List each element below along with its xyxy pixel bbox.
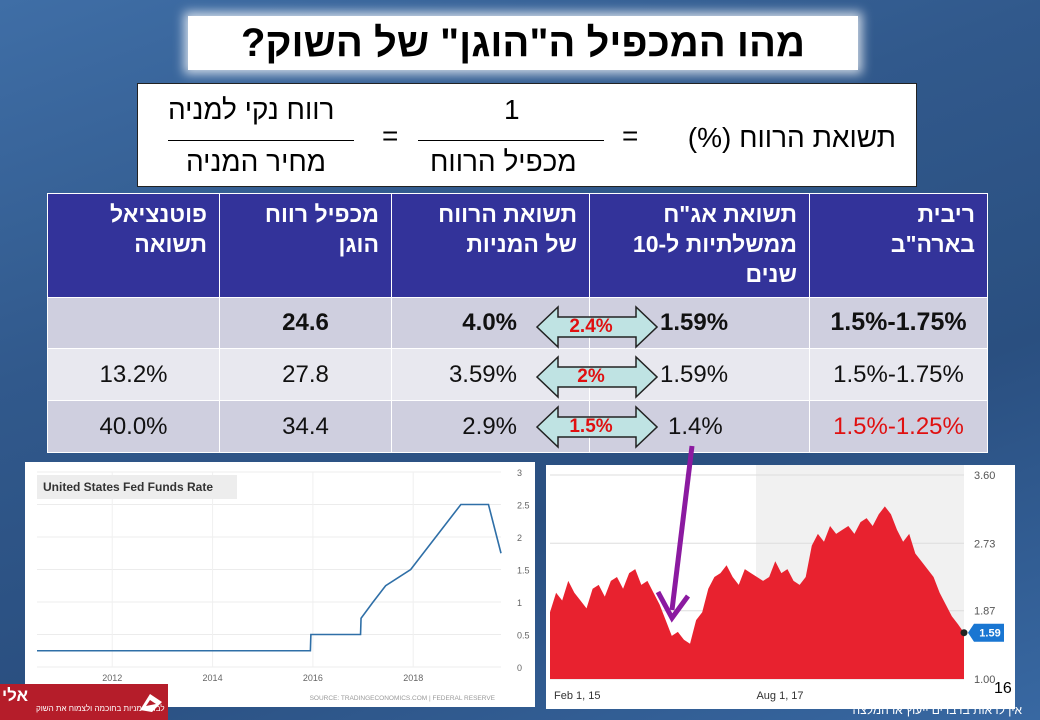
fraction-line-2 — [168, 140, 354, 141]
cell-rate: 1.75%-1.5% — [809, 348, 988, 402]
double-arrow-icon — [536, 355, 658, 399]
logo-subtext: לבחור מניות בחוכמה ולצמוח את השוק — [36, 704, 165, 713]
bond-yield-chart-svg: 3.60 2.73 1.87 1.00 Feb 1, 15 Aug 1, 17 1.59 — [550, 465, 1004, 702]
formula-denominator-2: מחיר המניה — [186, 146, 327, 177]
spread-label: 1.5% — [569, 416, 613, 437]
fed-rate-line — [37, 503, 502, 652]
formula-box: תשואת הרווח (%) = 1 מכפיל הרווח = רווח נ… — [137, 83, 917, 187]
table-row: 1.25%-1.5% 1.4% 2.9% 34.4 40.0% — [47, 400, 988, 453]
table-row: 1.75%-1.5% 1.59% 4.0% 24.6 — [47, 296, 988, 350]
y-tick-label: 1.5 — [517, 566, 530, 576]
last-value-label: 1.59 — [979, 628, 1000, 640]
chart-title: United States Fed Funds Rate — [43, 480, 213, 494]
page-number: 16 — [994, 680, 1012, 697]
formula-lhs: תשואת הרווח (%) — [687, 122, 896, 153]
spread-label: 2% — [577, 366, 605, 387]
bond-yield-area — [550, 506, 964, 679]
header-us-rate: ריבית בארה"ב — [809, 193, 988, 298]
formula-numerator-2: רווח נקי למניה — [168, 94, 335, 125]
x-tick-label: Feb 1, 15 — [554, 690, 600, 702]
cell-pe: 34.4 — [219, 400, 392, 453]
cell-pe: 24.6 — [219, 296, 392, 350]
x-tick-label: 2012 — [102, 673, 122, 683]
formula-equals-1: = — [622, 120, 639, 151]
y-tick-label: 3 — [517, 468, 522, 478]
fed-funds-chart-svg: 0 0.5 1 1.5 2 2.5 3 2012 2014 2016 2018 United Stat… — [37, 468, 530, 702]
cell-rate: 1.75%-1.5% — [809, 296, 988, 350]
header-return-potential: פוטנציאל תשואה — [47, 193, 220, 298]
spread-label: 2.4% — [569, 316, 613, 337]
fraction-line-1 — [418, 140, 604, 141]
header-fair-pe: מכפיל רווח הוגן — [219, 193, 392, 298]
y-tick-label: 3.60 — [974, 470, 995, 482]
header-bond-yield: תשואת אג"ח ממשלתיות ל-10 שנים — [589, 193, 810, 298]
bond-yield-chart: 3.60 2.73 1.87 1.00 Feb 1, 15 Aug 1, 17 1.59 — [546, 465, 1015, 709]
last-value-dot — [960, 629, 968, 637]
chart-source: SOURCE: TRADINGECONOMICS.COM | FEDERAL R… — [310, 695, 496, 702]
x-tick-label: 2018 — [403, 673, 423, 683]
x-tick-label: Aug 1, 17 — [756, 690, 803, 702]
table-row: 1.75%-1.5% 1.59% 3.59% 27.8 13.2% — [47, 348, 988, 402]
table-header-row: ריבית בארה"ב תשואת אג"ח ממשלתיות ל-10 שנים … — [47, 193, 988, 298]
y-tick-label: 1.87 — [974, 606, 995, 618]
cell-pe: 27.8 — [219, 348, 392, 402]
y-tick-label: 2.5 — [517, 501, 530, 511]
header-earnings-yield: תשואת הרווח של המניות — [391, 193, 590, 298]
y-tick-label: 1.00 — [974, 674, 995, 686]
cell-potential: 13.2% — [47, 348, 220, 402]
title-text: מהו המכפיל ה"הוגן" של השוק? — [240, 20, 806, 65]
fed-funds-chart: 0 0.5 1 1.5 2 2.5 3 2012 2014 2016 2018 United Stat… — [25, 462, 535, 707]
cell-potential — [47, 296, 220, 350]
title-bg — [37, 475, 237, 499]
x-tick-label: 2016 — [303, 673, 323, 683]
cell-bond: 1.59% — [589, 296, 810, 350]
disclaimer: אין לראות בדברים ייעוץ או המלצה — [852, 703, 1023, 717]
slide-title: מהו המכפיל ה"הוגן" של השוק? — [188, 16, 858, 70]
valuation-table: ריבית בארה"ב תשואת אג"ח ממשלתיות ל-10 שנים … — [47, 193, 988, 453]
last-value-badge — [968, 623, 1004, 642]
cell-bond: 1.4% — [589, 400, 810, 453]
y-tick-label: 0 — [517, 663, 522, 673]
formula-denominator-1: מכפיל הרווח — [430, 146, 577, 177]
y-tick-label: 1 — [517, 598, 522, 608]
pointer-arrow-icon — [655, 445, 695, 623]
y-tick-label: 2.73 — [974, 538, 995, 550]
y-tick-label: 0.5 — [517, 631, 530, 641]
x-tick-label: 2014 — [203, 673, 223, 683]
formula-numerator-1: 1 — [504, 94, 520, 125]
cell-potential: 40.0% — [47, 400, 220, 453]
logo-text: אלי — [2, 686, 29, 705]
logo: אלי לבחור מניות בחוכמה ולצמוח את השוק — [0, 684, 168, 720]
y-tick-label: 2 — [517, 533, 522, 543]
double-arrow-icon — [536, 305, 658, 349]
formula-equals-2: = — [382, 120, 399, 151]
logo-mark-icon — [140, 694, 162, 712]
double-arrow-icon — [536, 405, 658, 449]
cell-rate: 1.25%-1.5% — [809, 400, 988, 453]
